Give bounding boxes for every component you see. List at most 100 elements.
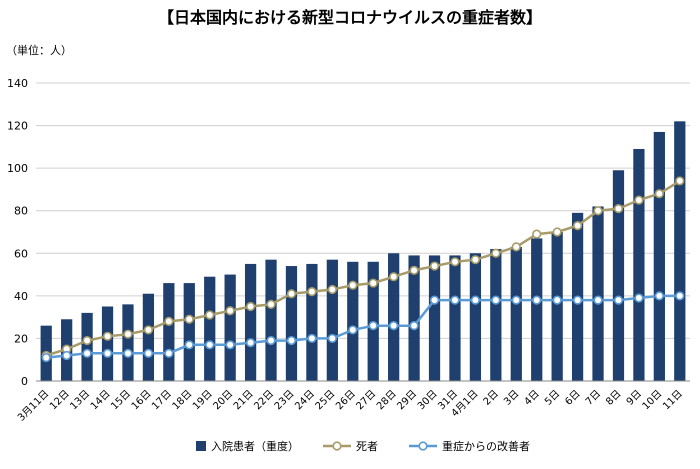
- x-tick-label: 2日: [482, 388, 501, 407]
- data-point: [348, 280, 358, 290]
- data-point: [613, 295, 624, 305]
- x-tick-label: 14日: [89, 388, 113, 412]
- y-tick-label: 20: [14, 332, 28, 345]
- bar-series: [40, 121, 686, 382]
- bar: [408, 255, 420, 381]
- bar: [551, 232, 563, 381]
- y-tick-label: 140: [7, 77, 28, 90]
- data-point: [450, 257, 460, 267]
- data-point: [143, 325, 154, 335]
- bar: [674, 121, 686, 382]
- data-point: [675, 291, 685, 301]
- x-tick-label: 15日: [109, 388, 133, 412]
- data-point: [245, 301, 256, 312]
- data-point: [409, 321, 419, 331]
- data-point: [327, 333, 337, 344]
- y-tick-label: 100: [7, 162, 28, 175]
- legend-marker: [332, 441, 342, 451]
- data-point: [266, 335, 276, 346]
- data-point: [389, 272, 399, 282]
- data-point: [572, 221, 583, 231]
- data-point: [82, 335, 92, 346]
- data-point: [327, 284, 337, 295]
- x-tick-label: 4日: [522, 388, 541, 407]
- x-tick-label: 6日: [563, 388, 582, 407]
- data-point: [511, 242, 521, 252]
- legend-label: 死者: [356, 440, 378, 453]
- y-axis: 0 20 40 60 80 100 120 140: [7, 77, 690, 388]
- data-point: [532, 295, 542, 305]
- x-tick-label: 27日: [354, 388, 378, 412]
- data-point: [593, 206, 603, 216]
- x-tick-label: 29日: [395, 388, 419, 412]
- data-point: [429, 261, 440, 271]
- bar: [204, 276, 216, 381]
- data-point: [102, 348, 113, 358]
- data-point: [450, 295, 460, 305]
- x-tick-label: 17日: [150, 388, 174, 412]
- data-point: [572, 295, 583, 305]
- x-tick-label: 3月11日: [15, 388, 51, 424]
- bar: [510, 246, 522, 381]
- data-point: [123, 348, 133, 358]
- data-point: [123, 329, 133, 339]
- data-point: [225, 340, 235, 350]
- data-point: [532, 229, 542, 239]
- x-tick-label: 11日: [661, 388, 685, 412]
- bar: [347, 261, 359, 381]
- x-tick-label: 12日: [48, 388, 72, 412]
- data-point: [470, 295, 481, 305]
- data-point: [491, 248, 501, 258]
- y-tick-label: 0: [21, 375, 28, 388]
- data-point: [225, 306, 235, 316]
- data-point: [143, 348, 154, 358]
- data-point: [307, 287, 317, 297]
- data-point: [368, 278, 378, 288]
- bar: [633, 148, 645, 381]
- x-tick-label: 16日: [130, 388, 154, 412]
- series-line: [46, 294, 680, 359]
- x-tick-label: 3日: [502, 388, 521, 407]
- bar: [449, 255, 461, 381]
- x-tick-label: 20日: [211, 388, 235, 412]
- data-point: [205, 310, 215, 320]
- bar: [183, 283, 195, 381]
- data-point: [62, 350, 72, 361]
- bar: [265, 259, 277, 381]
- x-tick-label: 24日: [293, 388, 317, 412]
- data-point: [654, 291, 664, 301]
- x-tick-label: 7日: [584, 388, 603, 407]
- legend-swatch: [196, 441, 206, 451]
- bar: [122, 304, 134, 381]
- data-point: [164, 316, 174, 327]
- data-point: [593, 295, 603, 305]
- data-point: [470, 255, 481, 265]
- x-tick-label: 22日: [252, 388, 276, 412]
- line-series: [41, 176, 685, 363]
- bar: [469, 253, 482, 381]
- bar: [101, 306, 114, 381]
- bar: [612, 170, 625, 381]
- x-tick-label: 25日: [314, 388, 338, 412]
- bar: [163, 283, 175, 381]
- legend-label: 重症からの改善者: [442, 439, 530, 453]
- data-point: [184, 314, 194, 324]
- bar: [306, 263, 318, 381]
- legend: 入院患者（重度） 死者 重症からの改善者: [196, 439, 530, 453]
- x-axis: 3月11日12日13日14日15日16日17日18日19日20日21日22日23…: [15, 388, 685, 424]
- data-point: [511, 295, 521, 305]
- y-tick-label: 120: [7, 120, 28, 133]
- bar: [81, 312, 93, 381]
- data-point: [491, 295, 501, 305]
- x-tick-label: 18日: [171, 388, 195, 412]
- bar: [244, 263, 257, 381]
- data-point: [307, 333, 317, 344]
- data-point: [164, 348, 174, 358]
- x-tick-label: 21日: [232, 388, 256, 412]
- bar: [142, 293, 155, 381]
- x-tick-label: 30日: [416, 388, 440, 412]
- x-tick-label: 10日: [641, 388, 665, 412]
- unit-label: （単位：人）: [6, 43, 72, 57]
- x-tick-label: 23日: [273, 388, 297, 412]
